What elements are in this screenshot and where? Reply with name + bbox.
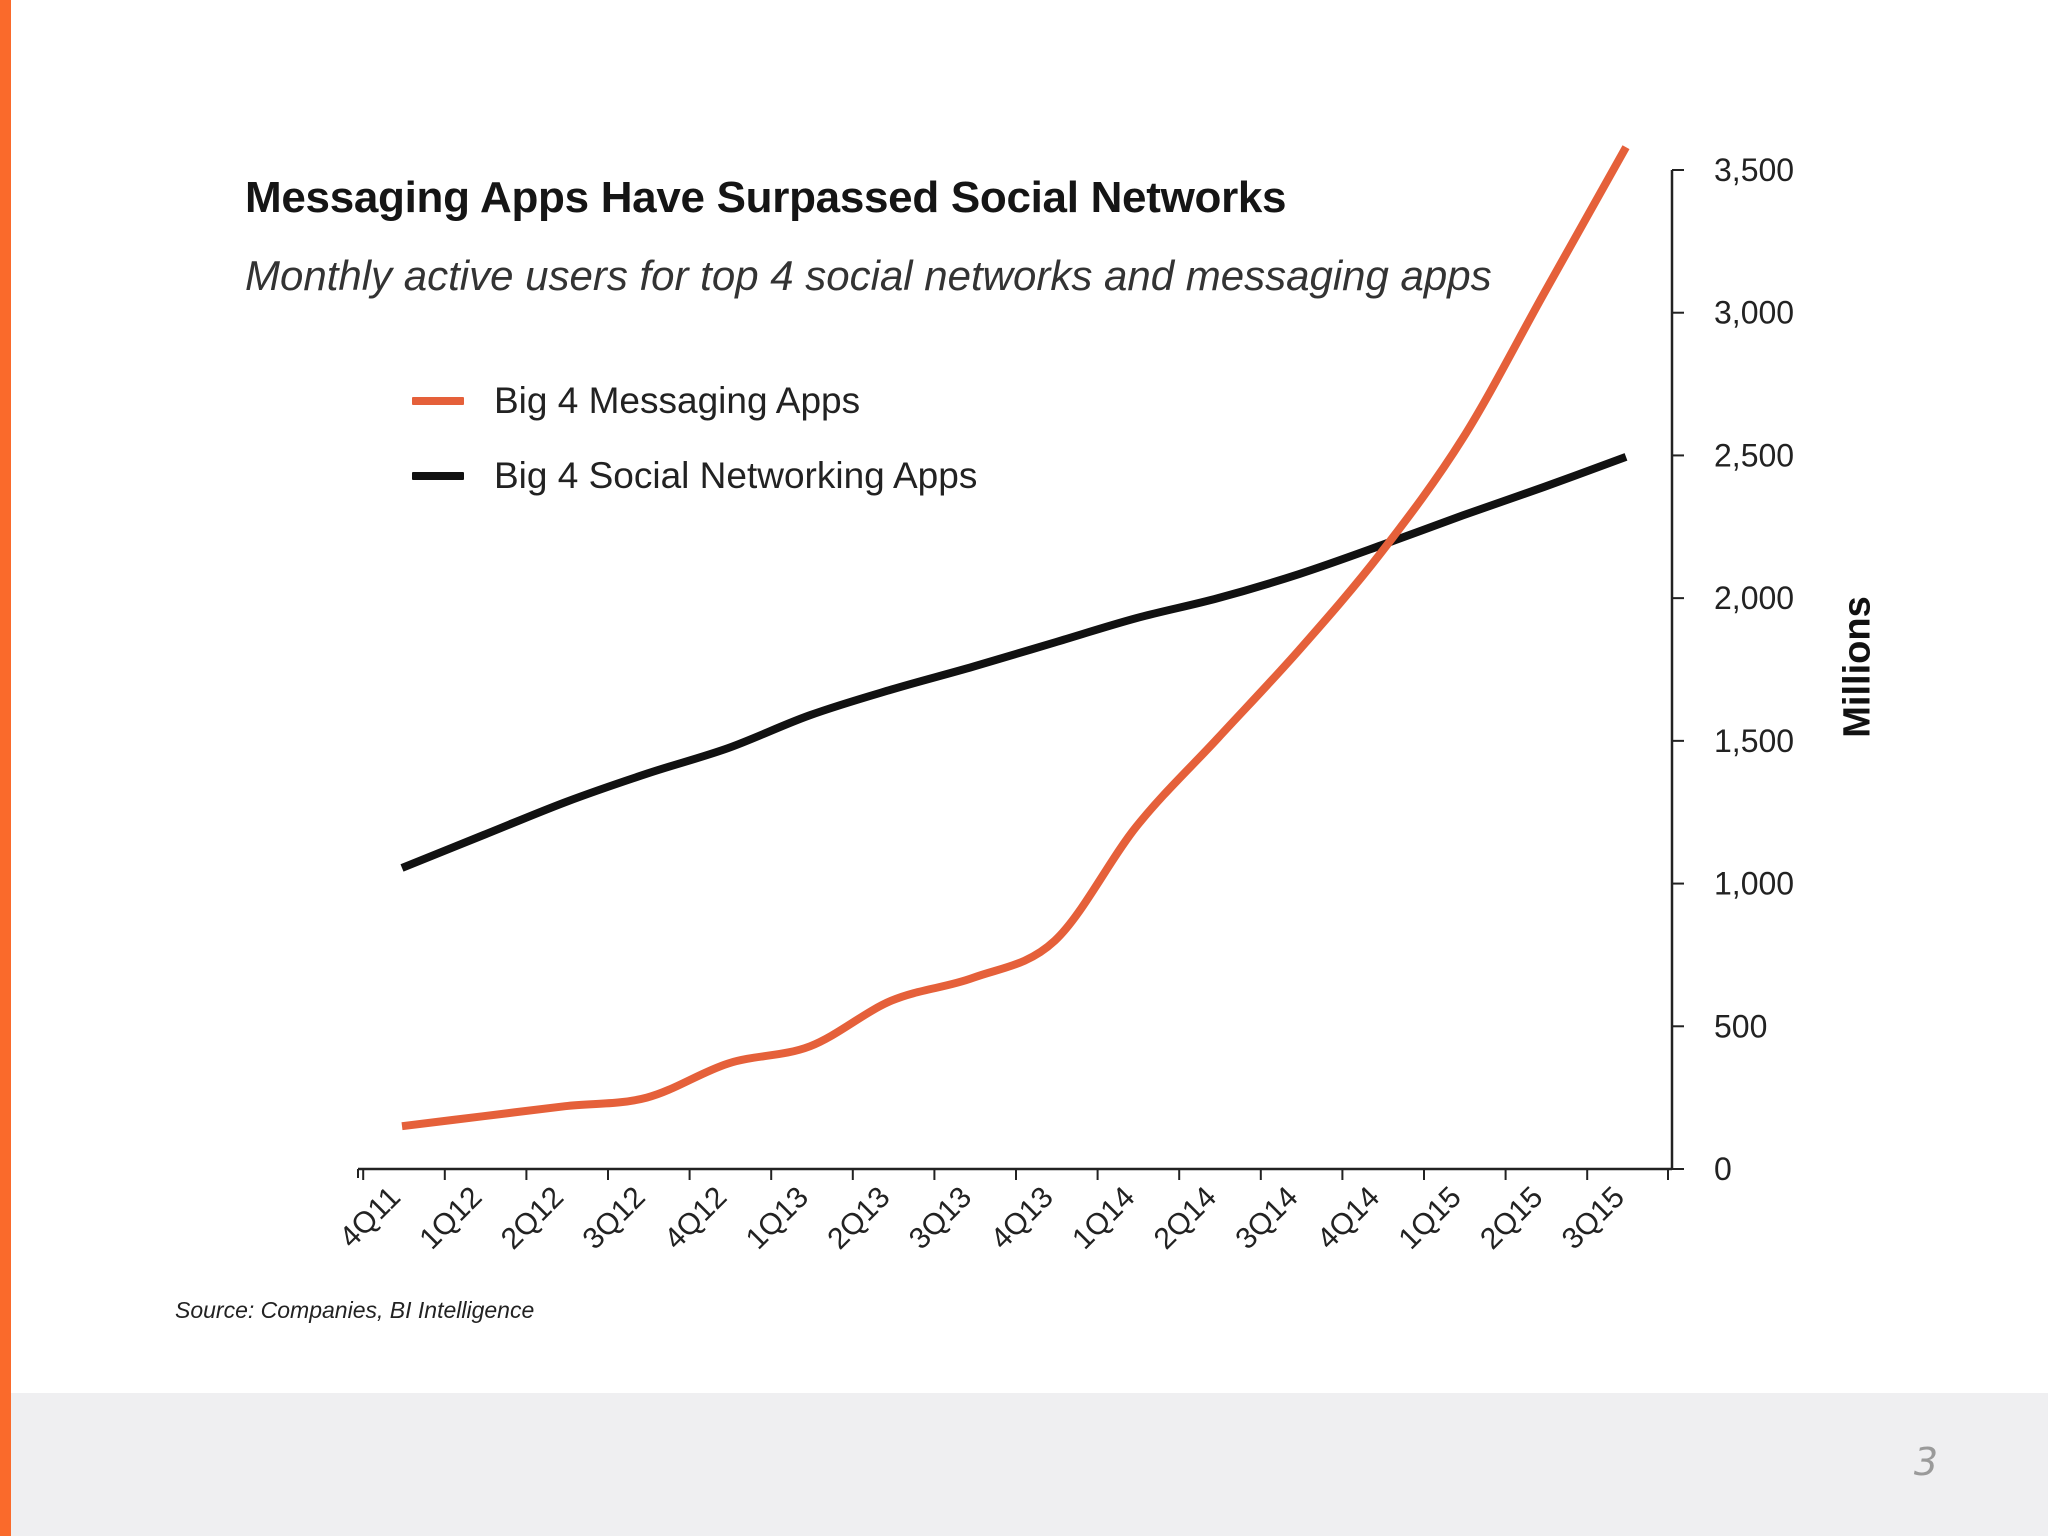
y-tick-label: 1,500 xyxy=(1714,723,1794,759)
chart-legend: Big 4 Messaging Apps Big 4 Social Networ… xyxy=(412,380,977,530)
y-tick-label: 3,500 xyxy=(1714,152,1794,188)
x-tick-label: 2Q12 xyxy=(495,1181,570,1256)
chart-title: Messaging Apps Have Surpassed Social Net… xyxy=(245,173,1287,222)
y-tick-label: 0 xyxy=(1714,1151,1732,1187)
x-tick-label: 2Q14 xyxy=(1148,1181,1223,1256)
legend-item-social: Big 4 Social Networking Apps xyxy=(412,455,977,497)
slide-accent-bar xyxy=(0,0,11,1536)
source-note: Source: Companies, BI Intelligence xyxy=(175,1297,535,1323)
legend-item-messaging: Big 4 Messaging Apps xyxy=(412,380,977,422)
x-tick-label: 3Q12 xyxy=(577,1181,652,1256)
legend-swatch-messaging xyxy=(412,397,464,405)
y-tick-label: 500 xyxy=(1714,1008,1767,1044)
x-tick-label: 1Q15 xyxy=(1393,1181,1468,1256)
x-tick-label: 4Q12 xyxy=(658,1181,733,1256)
series-line-social xyxy=(400,453,1628,872)
x-tick-label: 3Q13 xyxy=(903,1181,978,1256)
y-axis-title: Millions xyxy=(1836,596,1879,738)
legend-label-messaging: Big 4 Messaging Apps xyxy=(494,380,861,421)
x-tick-label: 2Q13 xyxy=(821,1181,896,1256)
x-tick-label: 2Q15 xyxy=(1474,1181,1549,1256)
page-number: 3 xyxy=(1913,1440,1938,1484)
x-tick-label: 1Q14 xyxy=(1066,1181,1141,1256)
y-tick-label: 1,000 xyxy=(1714,866,1794,902)
x-tick-label: 4Q13 xyxy=(985,1181,1060,1256)
y-tick-label: 2,000 xyxy=(1714,580,1794,616)
x-tick-label: 3Q14 xyxy=(1229,1181,1304,1256)
chart-subtitle: Monthly active users for top 4 social ne… xyxy=(245,252,1492,299)
x-tick-label: 1Q12 xyxy=(413,1181,488,1256)
footer-band xyxy=(11,1393,2048,1536)
x-tick-label: 3Q15 xyxy=(1556,1181,1631,1256)
y-tick-label: 2,500 xyxy=(1714,437,1794,473)
legend-swatch-social xyxy=(412,472,464,480)
x-tick-label: 1Q13 xyxy=(740,1181,815,1256)
y-tick-label: 3,000 xyxy=(1714,295,1794,331)
series-line-messaging xyxy=(401,145,1630,1131)
x-tick-label: 4Q14 xyxy=(1311,1181,1386,1256)
x-tick-label: 4Q11 xyxy=(333,1181,407,1255)
legend-label-social: Big 4 Social Networking Apps xyxy=(494,455,978,496)
